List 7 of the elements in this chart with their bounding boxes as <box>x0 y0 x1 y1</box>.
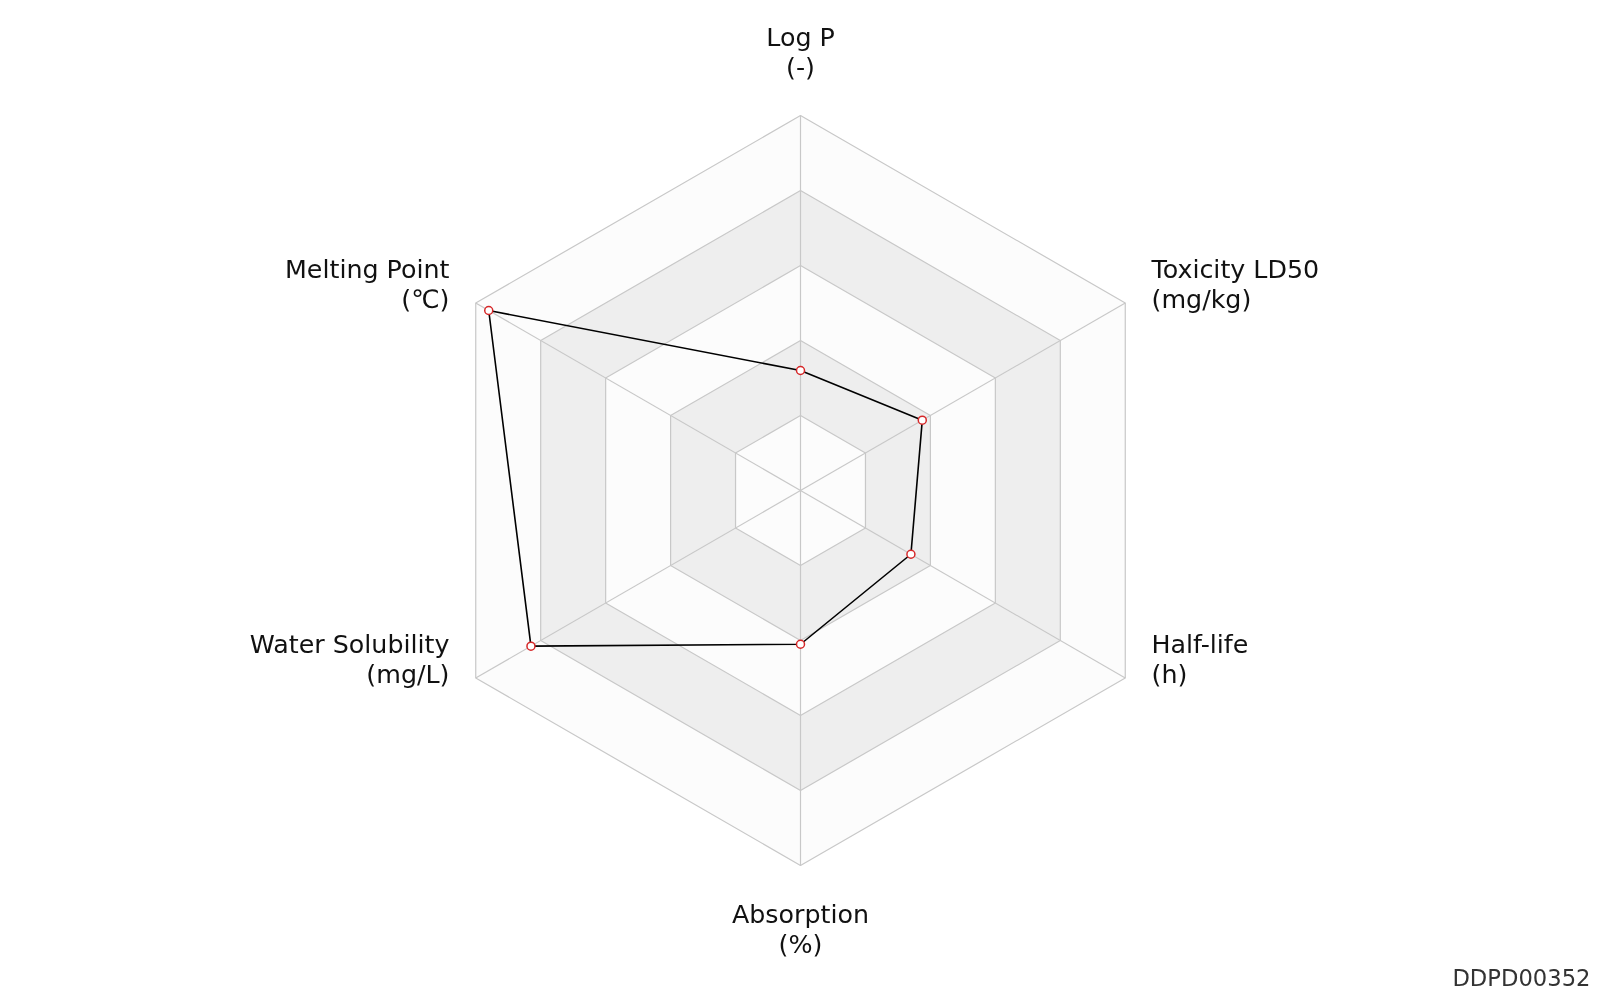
spoke-label: Water Solubility (mg/L) <box>249 629 450 690</box>
spoke-label: Melting Point (℃) <box>284 254 450 315</box>
text: DDPD00352 <box>1452 964 1591 991</box>
spoke-label: Toxicity LD50 (mg/kg) <box>1150 254 1320 315</box>
spoke-label: Log P (-) <box>766 21 835 82</box>
spoke-label: Half-life (h) <box>1151 629 1249 690</box>
spoke-label: Absorption (%) <box>731 899 870 960</box>
